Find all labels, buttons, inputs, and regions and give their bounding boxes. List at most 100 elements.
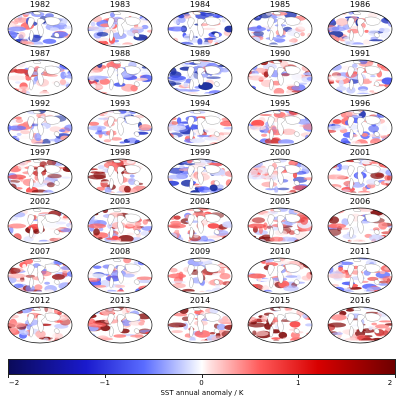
map-panel-2008: 2008 xyxy=(84,247,156,296)
mollweide-map xyxy=(247,207,313,245)
map-year-label: 1983 xyxy=(109,0,131,9)
mollweide-map xyxy=(7,10,73,48)
mollweide-map xyxy=(7,59,73,97)
mollweide-map xyxy=(167,257,233,294)
map-panel-2013: 2013 xyxy=(84,296,156,345)
mollweide-map xyxy=(87,306,153,344)
map-year-label: 1987 xyxy=(29,49,51,59)
map-panel-2014: 2014 xyxy=(164,296,236,345)
colorbar-gradient xyxy=(8,359,396,375)
mollweide-map xyxy=(7,306,73,344)
map-panel-1992: 1992 xyxy=(4,99,76,148)
mollweide-map xyxy=(167,10,233,48)
map-panel-2011: 2011 xyxy=(324,247,396,296)
mollweide-map xyxy=(247,158,313,196)
map-year-label: 1992 xyxy=(29,98,51,108)
map-year-label: 1982 xyxy=(29,0,51,9)
map-year-label: 2001 xyxy=(349,147,371,157)
anomaly-map-grid: 1982 1983 1984 1985 1986 1987 1988 1989 1990 1991… xyxy=(4,0,396,345)
mollweide-map xyxy=(87,10,153,48)
map-year-label: 2014 xyxy=(189,295,211,305)
mollweide-map xyxy=(167,158,233,196)
mollweide-map xyxy=(7,207,73,245)
map-year-label: 1993 xyxy=(109,98,131,108)
colorbar-tick-label: 0 xyxy=(199,379,204,387)
mollweide-map xyxy=(7,257,73,294)
colorbar-tick xyxy=(298,375,300,378)
map-year-label: 2003 xyxy=(109,197,131,207)
map-year-label: 1986 xyxy=(349,0,371,9)
mollweide-map xyxy=(247,306,313,344)
map-panel-1988: 1988 xyxy=(84,49,156,98)
map-year-label: 2005 xyxy=(269,197,291,207)
map-panel-1987: 1987 xyxy=(4,49,76,98)
mollweide-map xyxy=(247,109,313,146)
colorbar-label: SST annual anomaly / K xyxy=(160,389,244,397)
mollweide-map xyxy=(7,158,73,196)
map-year-label: 2000 xyxy=(269,147,291,157)
map-year-label: 1989 xyxy=(189,49,211,59)
mollweide-map xyxy=(7,109,73,146)
map-year-label: 2006 xyxy=(349,197,371,207)
map-year-label: 2009 xyxy=(189,246,211,256)
colorbar: −2 −1 0 1 2 SST annual anomaly / K xyxy=(8,359,396,400)
mollweide-map xyxy=(327,59,393,97)
map-panel-2016: 2016 xyxy=(324,296,396,345)
map-year-label: 1999 xyxy=(189,147,211,157)
map-year-label: 2012 xyxy=(29,295,51,305)
map-panel-1996: 1996 xyxy=(324,99,396,148)
map-panel-1998: 1998 xyxy=(84,148,156,197)
map-panel-2001: 2001 xyxy=(324,148,396,197)
map-year-label: 2007 xyxy=(29,246,51,256)
map-panel-1985: 1985 xyxy=(244,0,316,49)
mollweide-map xyxy=(327,158,393,196)
map-panel-2010: 2010 xyxy=(244,247,316,296)
mollweide-map xyxy=(247,59,313,97)
map-panel-1990: 1990 xyxy=(244,49,316,98)
map-year-label: 2010 xyxy=(269,246,291,256)
map-panel-1999: 1999 xyxy=(164,148,236,197)
map-year-label: 2015 xyxy=(269,295,291,305)
map-panel-2002: 2002 xyxy=(4,197,76,246)
colorbar-tick-label: 2 xyxy=(387,379,393,387)
colorbar-tick xyxy=(395,375,396,378)
map-panel-2004: 2004 xyxy=(164,197,236,246)
map-panel-1989: 1989 xyxy=(164,49,236,98)
map-panel-2000: 2000 xyxy=(244,148,316,197)
mollweide-map xyxy=(327,10,393,48)
mollweide-map xyxy=(87,257,153,294)
map-year-label: 2011 xyxy=(349,246,371,256)
map-panel-1997: 1997 xyxy=(4,148,76,197)
map-year-label: 1988 xyxy=(109,49,131,59)
map-year-label: 1991 xyxy=(349,49,371,59)
colorbar-tick-label: −1 xyxy=(99,379,110,387)
mollweide-map xyxy=(167,207,233,245)
mollweide-map xyxy=(327,306,393,344)
map-year-label: 1998 xyxy=(109,147,131,157)
mollweide-map xyxy=(247,257,313,294)
mollweide-map xyxy=(87,109,153,146)
map-panel-1991: 1991 xyxy=(324,49,396,98)
colorbar-tick-label: 1 xyxy=(296,379,301,387)
map-panel-1983: 1983 xyxy=(84,0,156,49)
mollweide-map xyxy=(247,10,313,48)
map-year-label: 1996 xyxy=(349,98,371,108)
map-panel-1993: 1993 xyxy=(84,99,156,148)
map-panel-2005: 2005 xyxy=(244,197,316,246)
map-panel-2007: 2007 xyxy=(4,247,76,296)
mollweide-map xyxy=(87,158,153,196)
map-year-label: 1985 xyxy=(269,0,291,9)
map-year-label: 2008 xyxy=(109,246,131,256)
map-panel-1994: 1994 xyxy=(164,99,236,148)
mollweide-map xyxy=(327,109,393,146)
mollweide-map xyxy=(167,306,233,344)
map-panel-2003: 2003 xyxy=(84,197,156,246)
mollweide-map xyxy=(327,257,393,294)
map-year-label: 2013 xyxy=(109,295,131,305)
map-year-label: 1994 xyxy=(189,98,211,108)
mollweide-map xyxy=(167,109,233,146)
colorbar-tick xyxy=(8,375,9,378)
colorbar-tick xyxy=(201,375,203,378)
map-year-label: 1995 xyxy=(269,98,291,108)
colorbar-tick-label: −2 xyxy=(8,379,20,387)
